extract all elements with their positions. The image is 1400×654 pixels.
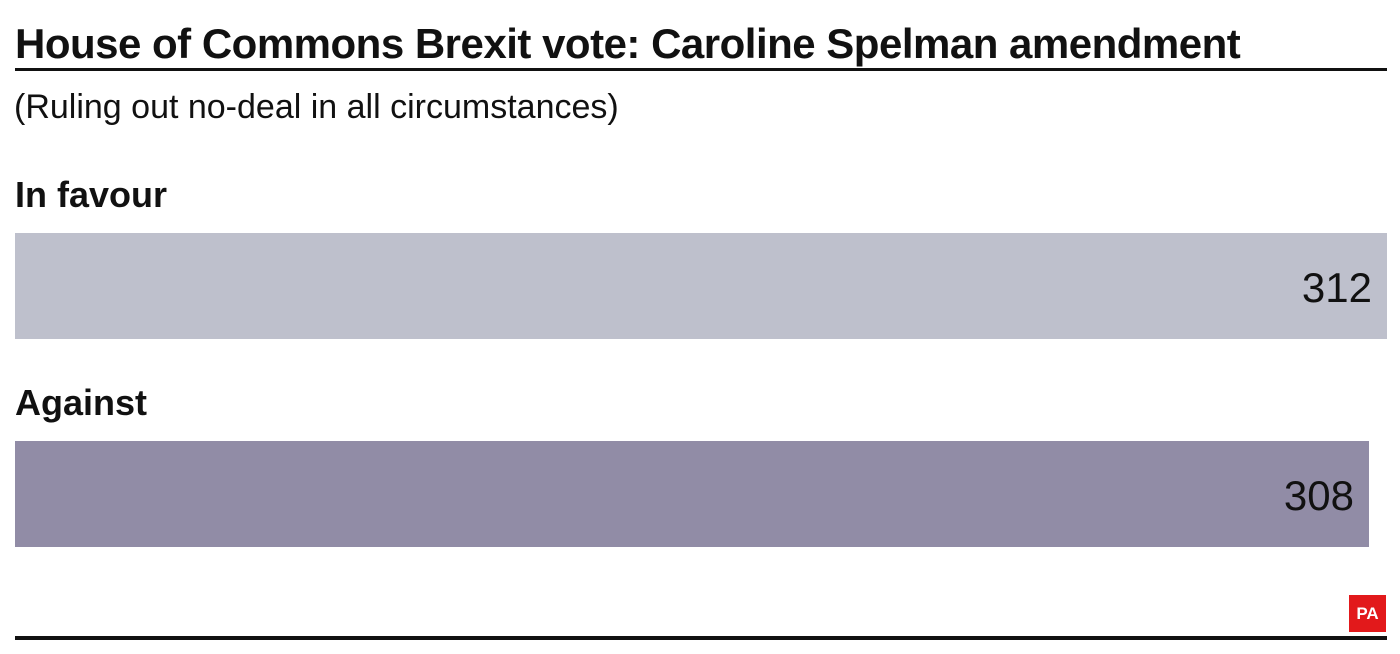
bar-value-in-favour: 312 <box>1301 264 1372 311</box>
bottom-rule <box>15 636 1387 640</box>
category-label-against: Against <box>15 382 148 423</box>
title-underline <box>15 68 1387 71</box>
bar-value-against: 308 <box>1283 472 1354 519</box>
pa-logo: PA <box>1349 595 1386 632</box>
bar-against: 308 <box>15 441 1369 547</box>
bar-in-favour: 312 <box>15 233 1387 339</box>
chart-title: House of Commons Brexit vote: Caroline S… <box>15 20 1241 67</box>
category-label-in-favour: In favour <box>15 174 168 215</box>
chart-subtitle: (Ruling out no-deal in all circumstances… <box>14 88 619 126</box>
